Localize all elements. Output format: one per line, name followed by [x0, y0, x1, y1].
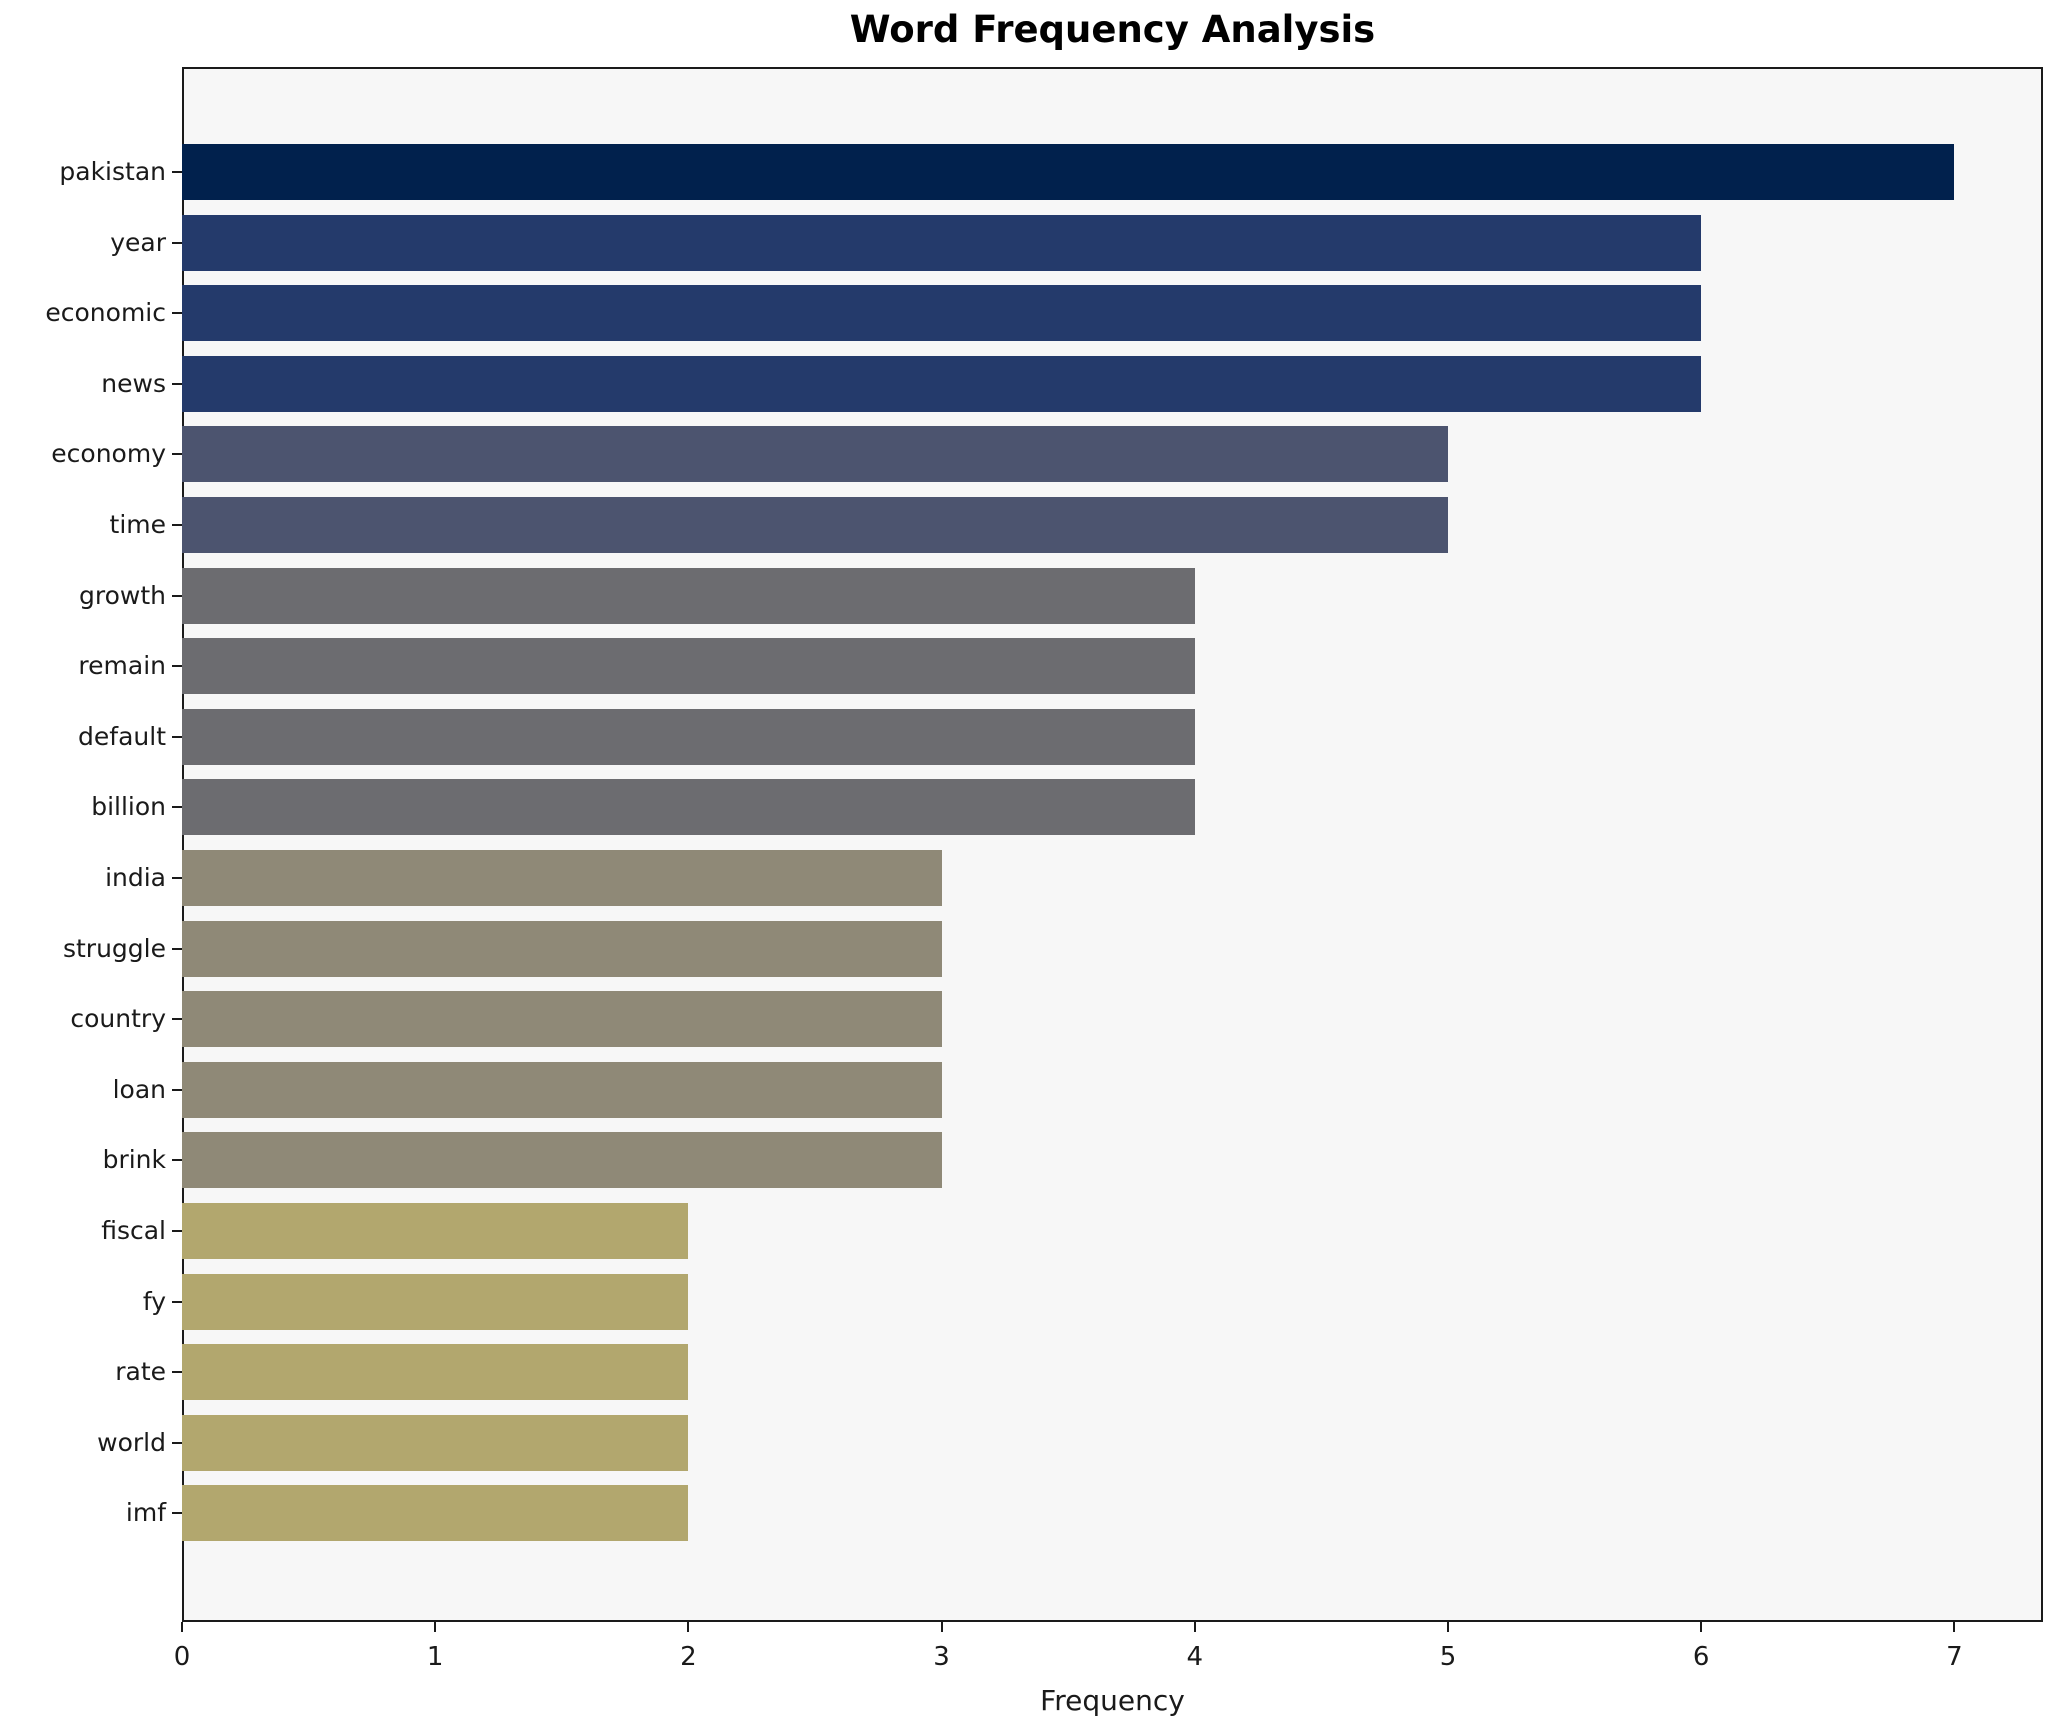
y-tick-remain: [172, 665, 182, 668]
y-tick-label-struggle: struggle: [62, 933, 166, 963]
x-tick-6: [1700, 1622, 1703, 1632]
y-tick-world: [172, 1441, 182, 1444]
y-tick-label-default: default: [78, 721, 166, 751]
y-tick-label-fiscal: fiscal: [101, 1216, 166, 1245]
x-tick-label-7: 7: [1946, 1642, 1963, 1672]
x-tick-2: [687, 1622, 690, 1632]
x-tick-label-1: 1: [426, 1642, 444, 1672]
y-tick-label-world: world: [97, 1427, 166, 1457]
y-tick-news: [172, 382, 182, 385]
x-tick-7: [1953, 1622, 1956, 1632]
bar-remain: [182, 638, 1195, 695]
bar-billion: [182, 779, 1195, 836]
x-tick-label-2: 2: [680, 1642, 697, 1672]
x-tick-1: [434, 1622, 437, 1632]
x-tick-5: [1446, 1622, 1449, 1632]
y-tick-label-country: country: [70, 1004, 166, 1034]
y-tick-label-remain: remain: [78, 651, 166, 681]
bar-time: [182, 497, 1448, 553]
y-tick-label-year: year: [110, 227, 166, 257]
y-tick-label-economic: economic: [45, 298, 166, 328]
bar-rate: [182, 1344, 689, 1401]
y-tick-rate: [172, 1371, 182, 1374]
bar-world: [182, 1414, 689, 1471]
bar-economic: [182, 285, 1702, 342]
y-tick-billion: [172, 806, 182, 809]
y-tick-label-economy: economy: [51, 439, 166, 469]
bar-loan: [182, 1061, 942, 1118]
bar-fiscal: [182, 1203, 689, 1259]
bar-struggle: [182, 920, 942, 977]
y-tick-label-pakistan: pakistan: [59, 157, 166, 186]
bar-brink: [182, 1132, 942, 1189]
x-tick-label-5: 5: [1439, 1642, 1457, 1672]
x-tick-label-0: 0: [173, 1642, 191, 1672]
x-tick-0: [181, 1622, 183, 1632]
x-tick-label-4: 4: [1186, 1642, 1204, 1672]
bar-growth: [182, 567, 1195, 624]
bar-pakistan: [182, 144, 1955, 200]
y-tick-loan: [172, 1088, 182, 1091]
bar-fy: [182, 1273, 689, 1330]
bar-economy: [182, 426, 1448, 483]
y-tick-fy: [172, 1300, 182, 1303]
y-tick-default: [172, 735, 182, 738]
y-tick-time: [172, 524, 182, 526]
x-tick-4: [1193, 1622, 1196, 1632]
y-tick-label-india: india: [105, 863, 166, 892]
y-tick-label-news: news: [101, 368, 166, 398]
y-tick-economic: [172, 312, 182, 315]
y-tick-label-billion: billion: [91, 792, 166, 822]
y-tick-growth: [172, 594, 182, 597]
y-tick-country: [172, 1018, 182, 1021]
bar-country: [182, 991, 942, 1048]
y-tick-label-loan: loan: [112, 1074, 166, 1104]
y-tick-india: [172, 877, 182, 879]
y-tick-label-fy: fy: [142, 1286, 166, 1316]
x-tick-label-6: 6: [1692, 1642, 1710, 1672]
bar-india: [182, 850, 942, 906]
y-tick-label-time: time: [109, 510, 166, 539]
y-tick-label-brink: brink: [102, 1145, 166, 1175]
y-tick-struggle: [172, 947, 182, 950]
y-tick-label-growth: growth: [79, 580, 166, 610]
bar-year: [182, 214, 1702, 271]
bar-news: [182, 355, 1702, 412]
y-tick-label-imf: imf: [125, 1498, 166, 1528]
x-tick-label-3: 3: [933, 1642, 950, 1672]
y-tick-imf: [172, 1512, 182, 1515]
x-tick-3: [940, 1622, 943, 1632]
bar-default: [182, 708, 1195, 765]
x-axis-label: Frequency: [1040, 1684, 1185, 1717]
bar-imf: [182, 1485, 689, 1542]
y-tick-brink: [172, 1159, 182, 1162]
y-tick-economy: [172, 453, 182, 456]
chart-title: Word Frequency Analysis: [849, 8, 1376, 51]
y-tick-label-rate: rate: [115, 1357, 166, 1387]
y-tick-pakistan: [172, 171, 182, 173]
y-tick-fiscal: [172, 1230, 182, 1232]
y-tick-year: [172, 241, 182, 244]
